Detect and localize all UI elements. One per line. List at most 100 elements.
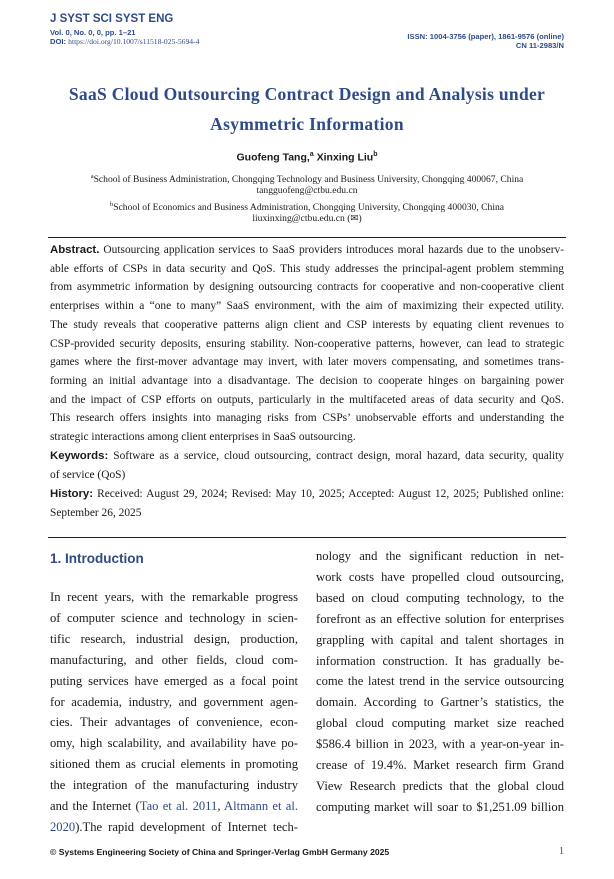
line-text: The study reveals that cooperative patte… bbox=[50, 318, 564, 331]
line-text: domain. According to Gartner’s statistic… bbox=[316, 695, 564, 710]
volume-info: Vol. 0, No. 0, 0, pp. 1–21 bbox=[50, 28, 136, 37]
line-text: for academia, industry, and government a… bbox=[50, 694, 298, 709]
line-text: cies. Their advantages of convenience, e… bbox=[50, 715, 298, 730]
copyright-footer: © Systems Engineering Society of China a… bbox=[50, 847, 390, 857]
abstract-line: strategic interactions among client ente… bbox=[50, 431, 564, 443]
line-text: omy, high scalability, and availability … bbox=[50, 736, 298, 751]
abstract-label: Abstract. bbox=[50, 244, 100, 256]
line-text: Received: August 29, 2024; Revised: May … bbox=[93, 488, 564, 501]
line-text: tific research, industrial design, produ… bbox=[50, 631, 298, 646]
line-text: based on cloud computing technology, to … bbox=[316, 590, 564, 605]
intro-left-line: omy, high scalability, and availability … bbox=[50, 736, 298, 751]
citation-link[interactable]: Altmann et al. bbox=[224, 799, 298, 813]
line-text: crease of 19.4%. Market research firm Gr… bbox=[316, 758, 564, 772]
line-text: In recent years, with the remarkable pro… bbox=[50, 590, 298, 604]
line-text: September 26, 2025 bbox=[50, 506, 142, 519]
line-text: sitioned them as crucial elements in pro… bbox=[50, 757, 298, 772]
line-text: CSP-provided security deposits, ensuring… bbox=[50, 337, 564, 350]
keywords-line: of service (QoS) bbox=[50, 469, 564, 481]
intro-right-line: domain. According to Gartner’s statistic… bbox=[316, 695, 564, 710]
line-text: of service (QoS) bbox=[50, 468, 126, 481]
text-span: ).The rapid development of Internet tech… bbox=[75, 819, 298, 834]
intro-left-line: for academia, industry, and government a… bbox=[50, 695, 298, 710]
line-text: Software as a service, cloud outsourcing… bbox=[108, 450, 564, 463]
line-text: and the impact of CSP efforts on outputs… bbox=[50, 393, 564, 406]
cn-number: CN 11-2983/N bbox=[515, 41, 564, 50]
author-list: Guofeng Tang,a Xinxing Liub bbox=[0, 151, 614, 164]
page-number: 1 bbox=[559, 846, 564, 857]
line-text: information construction. It has gradual… bbox=[316, 653, 564, 668]
intro-right-line: View Research predicts that the global c… bbox=[316, 779, 564, 794]
citation-link[interactable]: 2020 bbox=[50, 819, 76, 834]
affiliation-b: bSchool of Economics and Business Admini… bbox=[0, 198, 614, 215]
keywords-label: Keywords: bbox=[50, 450, 109, 463]
line-text: come the latest trend in the service out… bbox=[316, 674, 564, 689]
author-affiliation-mark: b bbox=[373, 151, 378, 158]
citation-link[interactable]: Tao et al. 2011 bbox=[139, 799, 218, 813]
line-text: forefront as an effective solution for e… bbox=[316, 611, 564, 626]
affiliation-mark: b bbox=[109, 201, 114, 208]
email-a[interactable]: tangguofeng@ctbu.edu.cn bbox=[256, 185, 358, 196]
line-text: strategic interactions among client ente… bbox=[50, 431, 356, 443]
intro-left-line: manufacturing, and other fields, cloud c… bbox=[50, 653, 298, 668]
line-text: This research offers insights into manag… bbox=[50, 412, 564, 425]
abstract-line: and the impact of CSP efforts on outputs… bbox=[50, 394, 564, 406]
line-text: work costs have propelled cloud outsourc… bbox=[316, 569, 564, 584]
keywords-line: Keywords: Software as a service, cloud o… bbox=[50, 450, 564, 462]
doi-label: DOI: bbox=[50, 37, 67, 46]
history-line: History: Received: August 29, 2024; Revi… bbox=[50, 488, 564, 500]
abstract-top-rule bbox=[48, 237, 566, 238]
author-affiliation-mark: a bbox=[309, 151, 314, 158]
abstract-line: able efforts of CSPs in data security an… bbox=[50, 263, 564, 275]
line-text: of computer science and technology in sc… bbox=[50, 610, 298, 625]
intro-right-line: based on cloud computing technology, to … bbox=[316, 591, 564, 606]
intro-right-line: forefront as an effective solution for e… bbox=[316, 612, 564, 627]
line-text: enterprises within a “one to many” SaaS … bbox=[50, 300, 564, 313]
text-span: , bbox=[217, 799, 225, 813]
line-text: games where the first-mover advantage ma… bbox=[50, 356, 564, 369]
intro-left-line: cies. Their advantages of convenience, e… bbox=[50, 715, 298, 730]
intro-right-line: information construction. It has gradual… bbox=[316, 654, 564, 669]
abstract-line: from asymmetric information by designing… bbox=[50, 281, 564, 293]
doi-line: DOI: https://doi.org/10.1007/s11518-025-… bbox=[50, 37, 199, 47]
abstract-line: This research offers insights into manag… bbox=[50, 412, 564, 424]
intro-left-line: of computer science and technology in sc… bbox=[50, 611, 298, 626]
intro-right-line: global cloud computing market size reach… bbox=[316, 716, 564, 731]
abstract-line: enterprises within a “one to many” SaaS … bbox=[50, 300, 564, 312]
line-text: from asymmetric information by designing… bbox=[50, 281, 564, 294]
line-text: $586.4 billion in 2023, with a year-on-y… bbox=[316, 737, 564, 752]
line-text: View Research predicts that the global c… bbox=[316, 778, 564, 793]
line-text: global cloud computing market size reach… bbox=[316, 716, 564, 731]
affiliation-mark: a bbox=[90, 173, 94, 180]
line-text: puting services have emerged as a focal … bbox=[50, 673, 298, 688]
abstract-line: forming an initial advantage into a disa… bbox=[50, 375, 564, 387]
intro-left-line: sitioned them as crucial elements in pro… bbox=[50, 757, 298, 772]
abstract-bottom-rule bbox=[48, 537, 566, 538]
affiliation-text: School of Economics and Business Adminis… bbox=[113, 202, 505, 214]
journal-name: J SYST SCI SYST ENG bbox=[50, 13, 174, 25]
section-heading-introduction: 1. Introduction bbox=[50, 551, 144, 566]
line-text: grappling with capital and talent shorta… bbox=[316, 632, 564, 647]
email-b[interactable]: liuxinxing@ctbu.edu.cn (✉) bbox=[252, 213, 362, 224]
doi-link[interactable]: https://doi.org/10.1007/s11518-025-5694-… bbox=[68, 37, 200, 46]
intro-right-line: crease of 19.4%. Market research firm Gr… bbox=[316, 758, 564, 773]
intro-right-line: nology and the significant reduction in … bbox=[316, 549, 564, 564]
intro-left-line: In recent years, with the remarkable pro… bbox=[50, 590, 298, 605]
paper-title-line-1: SaaS Cloud Outsourcing Contract Design a… bbox=[68, 84, 546, 104]
abstract-line: Abstract. Outsourcing application servic… bbox=[50, 244, 564, 256]
abstract-line: CSP-provided security deposits, ensuring… bbox=[50, 338, 564, 350]
line-text: able efforts of CSPs in data security an… bbox=[50, 262, 564, 275]
author-name: Xinxing Liu bbox=[316, 151, 374, 164]
line-text: manufacturing, and other fields, cloud c… bbox=[50, 652, 298, 667]
author-name: Guofeng Tang, bbox=[236, 151, 310, 164]
abstract-line: games where the first-mover advantage ma… bbox=[50, 356, 564, 368]
history-line: September 26, 2025 bbox=[50, 507, 564, 519]
line-text: the integration of the manufacturing ind… bbox=[50, 778, 298, 793]
intro-right-line: grappling with capital and talent shorta… bbox=[316, 633, 564, 648]
intro-left-line: puting services have emerged as a focal … bbox=[50, 674, 298, 689]
line-text: nology and the significant reduction in … bbox=[316, 549, 564, 563]
paper-title-line-2: Asymmetric Information bbox=[210, 114, 404, 134]
intro-right-line: computing market will soar to $1,251.09 … bbox=[316, 800, 564, 815]
intro-right-line: $586.4 billion in 2023, with a year-on-y… bbox=[316, 737, 564, 752]
intro-left-line: 2020).The rapid development of Internet … bbox=[50, 820, 298, 835]
